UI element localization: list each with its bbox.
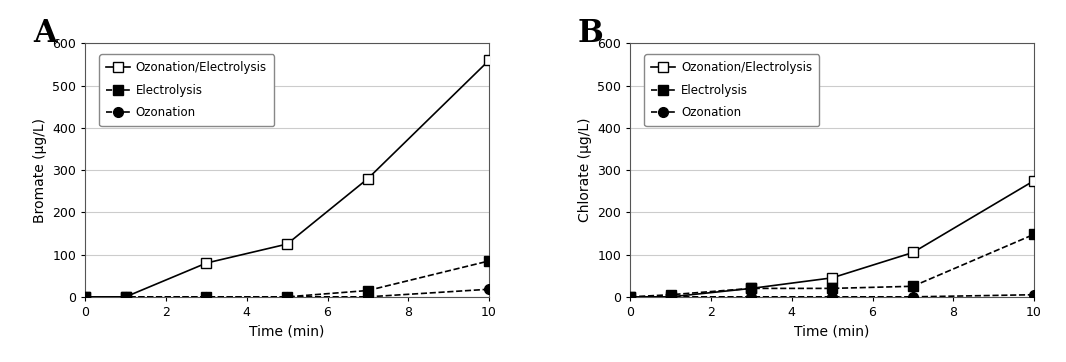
Electrolysis [1028, 232, 1040, 236]
Ozonation/Electrolysis [280, 242, 293, 246]
Text: A: A [33, 18, 56, 49]
Ozonation/Electrolysis [906, 251, 919, 255]
Ozonation [1028, 292, 1040, 297]
Legend: Ozonation/Electrolysis, Electrolysis, Ozonation: Ozonation/Electrolysis, Electrolysis, Oz… [644, 54, 819, 126]
Ozonation/Electrolysis [624, 295, 636, 299]
Ozonation/Electrolysis [1028, 178, 1040, 183]
Electrolysis [624, 295, 636, 299]
Legend: Ozonation/Electrolysis, Electrolysis, Ozonation: Ozonation/Electrolysis, Electrolysis, Oz… [99, 54, 274, 126]
Electrolysis [906, 284, 919, 289]
Ozonation [119, 295, 132, 299]
Ozonation/Electrolysis [79, 295, 92, 299]
Ozonation/Electrolysis [745, 286, 758, 291]
Ozonation [826, 295, 839, 299]
Line: Ozonation/Electrolysis: Ozonation/Electrolysis [80, 55, 494, 302]
Ozonation/Electrolysis [119, 295, 132, 299]
Ozonation [664, 295, 677, 299]
X-axis label: Time (min): Time (min) [794, 324, 870, 338]
Ozonation [624, 295, 636, 299]
Electrolysis [745, 286, 758, 291]
Electrolysis [361, 288, 374, 292]
Ozonation [79, 295, 92, 299]
Ozonation/Electrolysis [200, 261, 213, 265]
Text: B: B [578, 18, 603, 49]
Ozonation/Electrolysis [483, 58, 496, 63]
X-axis label: Time (min): Time (min) [249, 324, 325, 338]
Electrolysis [826, 286, 839, 291]
Electrolysis [664, 292, 677, 297]
Line: Ozonation/Electrolysis: Ozonation/Electrolysis [626, 176, 1039, 302]
Ozonation [745, 295, 758, 299]
Line: Electrolysis: Electrolysis [626, 230, 1039, 302]
Ozonation [361, 295, 374, 299]
Line: Electrolysis: Electrolysis [80, 256, 494, 302]
Electrolysis [79, 295, 92, 299]
Y-axis label: Bromate (μg/L): Bromate (μg/L) [33, 118, 47, 223]
Electrolysis [483, 259, 496, 263]
Line: Ozonation: Ozonation [80, 285, 494, 302]
Electrolysis [200, 295, 213, 299]
Ozonation/Electrolysis [826, 276, 839, 280]
Line: Ozonation: Ozonation [626, 290, 1039, 302]
Electrolysis [280, 295, 293, 299]
Ozonation [906, 295, 919, 299]
Ozonation/Electrolysis [664, 295, 677, 299]
Ozonation [200, 295, 213, 299]
Ozonation [483, 287, 496, 291]
Electrolysis [119, 295, 132, 299]
Y-axis label: Chlorate (μg/L): Chlorate (μg/L) [578, 118, 592, 222]
Ozonation/Electrolysis [361, 176, 374, 181]
Ozonation [280, 295, 293, 299]
